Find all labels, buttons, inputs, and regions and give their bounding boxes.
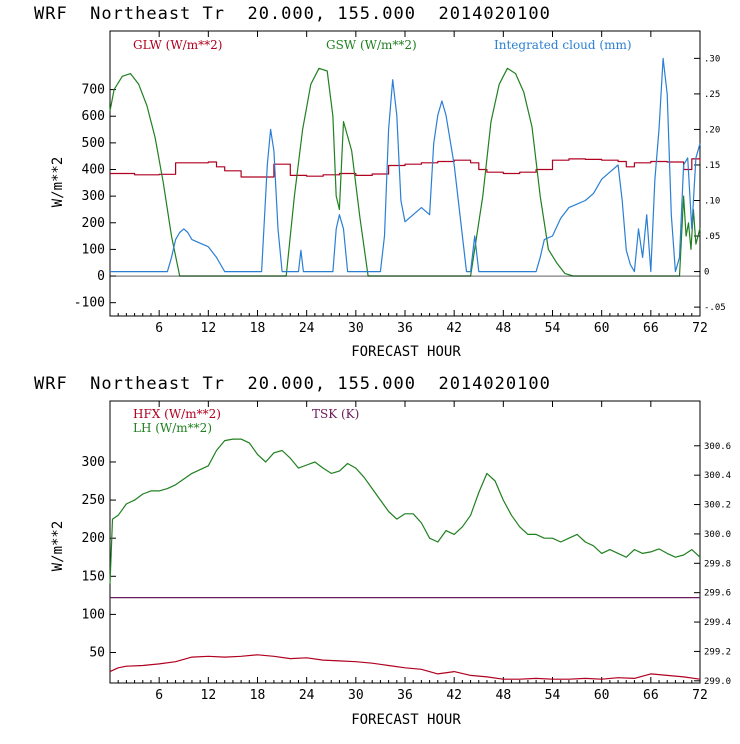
y-tick-label: 700 bbox=[82, 83, 105, 98]
x-tick-label: 12 bbox=[201, 321, 217, 336]
y2-tick-label: 299.0 bbox=[704, 677, 731, 687]
x-tick-label: 24 bbox=[299, 688, 315, 703]
x-tick-label: 36 bbox=[397, 321, 413, 336]
y2-tick-label: -.05 bbox=[704, 303, 726, 313]
y-tick-label: 250 bbox=[82, 493, 105, 508]
x-tick-label: 60 bbox=[594, 321, 610, 336]
y2-tick-label: 299.2 bbox=[704, 647, 731, 657]
y2-tick-label: 0 bbox=[704, 268, 709, 278]
x-tick-label: 24 bbox=[299, 321, 315, 336]
y2-tick-label: .30 bbox=[704, 54, 720, 64]
x-tick-label: 18 bbox=[250, 688, 266, 703]
y2-tick-label: .20 bbox=[704, 125, 720, 135]
y2-tick-label: 299.4 bbox=[704, 618, 731, 628]
y-tick-label: 500 bbox=[82, 136, 105, 151]
legend-lh: LH (W/m**2) bbox=[133, 421, 212, 435]
x-tick-label: 6 bbox=[155, 688, 163, 703]
y-tick-label: 300 bbox=[82, 455, 105, 470]
top-chart: WRF Northeast Tr 20.000, 155.000 2014020… bbox=[34, 4, 726, 360]
y2-tick-label: .10 bbox=[704, 197, 720, 207]
y2-tick-label: .15 bbox=[704, 161, 720, 171]
series-line-hfx bbox=[109, 654, 701, 680]
x-tick-label: 48 bbox=[496, 321, 512, 336]
top-chart-ylabel: W/m**2 bbox=[50, 157, 66, 208]
x-tick-label: 30 bbox=[348, 688, 364, 703]
bottom-chart-ylabel: W/m**2 bbox=[50, 521, 66, 572]
y2-tick-label: 299.8 bbox=[704, 559, 731, 569]
y-tick-label: 50 bbox=[89, 646, 105, 661]
y-tick-label: 100 bbox=[82, 607, 105, 622]
y-tick-label: 200 bbox=[82, 216, 105, 231]
top-chart-title: WRF Northeast Tr 20.000, 155.000 2014020… bbox=[34, 4, 551, 24]
x-tick-label: 66 bbox=[643, 321, 659, 336]
y-tick-label: -100 bbox=[74, 296, 105, 311]
legend-hfx: HFX (W/m**2) bbox=[133, 407, 221, 421]
x-tick-label: 72 bbox=[692, 688, 708, 703]
plot-frame-1 bbox=[109, 400, 701, 684]
bottom-chart-xlabel: FORECAST HOUR bbox=[351, 712, 461, 728]
series-line-gsw bbox=[109, 67, 701, 277]
y2-tick-label: 300.6 bbox=[704, 442, 731, 452]
x-tick-label: 48 bbox=[496, 688, 512, 703]
x-tick-label: 66 bbox=[643, 688, 659, 703]
x-tick-label: 54 bbox=[545, 688, 561, 703]
x-tick-label: 36 bbox=[397, 688, 413, 703]
y2-tick-label: .05 bbox=[704, 232, 720, 242]
series-line-glw bbox=[110, 158, 701, 178]
y-tick-label: 300 bbox=[82, 189, 105, 204]
legend-tsk: TSK (K) bbox=[312, 407, 359, 421]
legend-gsw: GSW (W/m**2) bbox=[326, 38, 417, 52]
y-tick-label: 150 bbox=[82, 569, 105, 584]
bottom-chart: WRF Northeast Tr 20.000, 155.000 2014020… bbox=[34, 374, 731, 728]
x-tick-label: 30 bbox=[348, 321, 364, 336]
x-tick-label: 12 bbox=[201, 688, 217, 703]
x-tick-label: 72 bbox=[692, 321, 708, 336]
top-chart-xlabel: FORECAST HOUR bbox=[351, 344, 461, 360]
y2-tick-label: 300.0 bbox=[704, 530, 731, 540]
bottom-chart-title: WRF Northeast Tr 20.000, 155.000 2014020… bbox=[34, 374, 551, 394]
x-tick-label: 42 bbox=[446, 321, 462, 336]
x-tick-label: 54 bbox=[545, 321, 561, 336]
x-tick-label: 6 bbox=[155, 321, 163, 336]
x-tick-label: 60 bbox=[594, 688, 610, 703]
y2-tick-label: .25 bbox=[704, 90, 720, 100]
y-tick-label: 200 bbox=[82, 531, 105, 546]
y2-tick-label: 300.4 bbox=[704, 471, 731, 481]
series-line-lh bbox=[109, 438, 701, 584]
y-tick-label: 400 bbox=[82, 163, 105, 178]
series-line-integrated bbox=[110, 57, 701, 273]
x-tick-label: 42 bbox=[446, 688, 462, 703]
y2-tick-label: 300.2 bbox=[704, 501, 731, 511]
x-tick-label: 18 bbox=[250, 321, 266, 336]
plot-frame-0 bbox=[109, 30, 701, 317]
y2-tick-label: 299.6 bbox=[704, 589, 731, 599]
y-tick-label: 0 bbox=[97, 269, 105, 284]
y-tick-label: 600 bbox=[82, 109, 105, 124]
legend-glw: GLW (W/m**2) bbox=[133, 38, 222, 52]
y-tick-label: 100 bbox=[82, 242, 105, 257]
legend-cloud: Integrated cloud (mm) bbox=[494, 38, 632, 52]
